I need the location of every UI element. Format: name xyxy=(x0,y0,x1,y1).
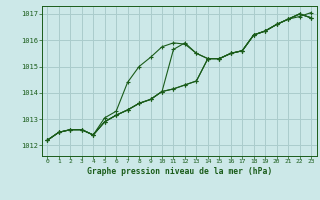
X-axis label: Graphe pression niveau de la mer (hPa): Graphe pression niveau de la mer (hPa) xyxy=(87,167,272,176)
